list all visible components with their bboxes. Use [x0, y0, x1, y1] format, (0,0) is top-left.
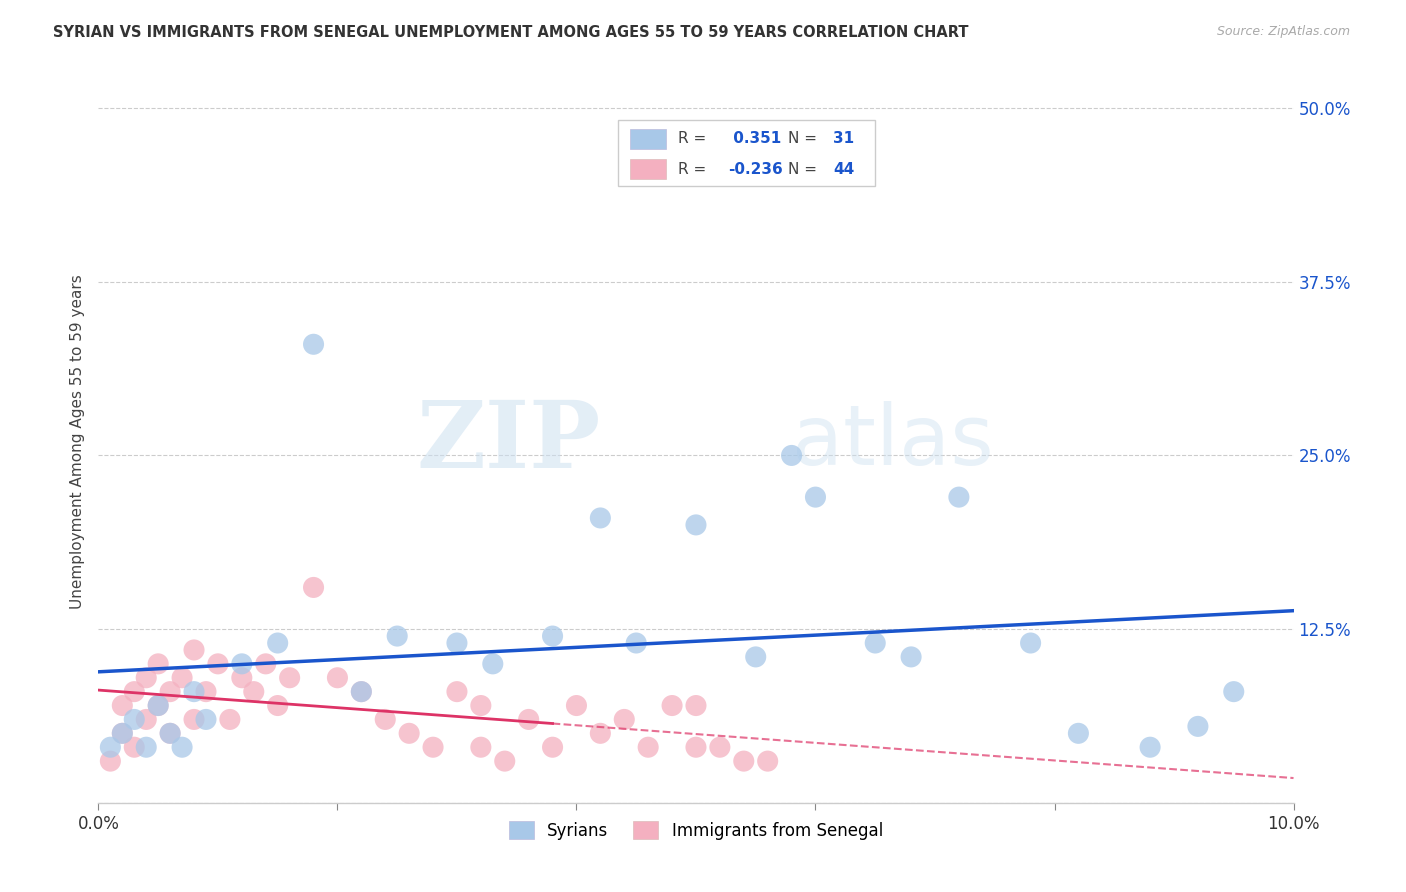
Point: [685, 740, 707, 755]
Point: [148, 657, 170, 671]
Point: [172, 671, 194, 685]
Point: [243, 684, 266, 698]
Point: [780, 449, 803, 463]
Point: [111, 726, 134, 740]
Text: Source: ZipAtlas.com: Source: ZipAtlas.com: [1216, 25, 1350, 38]
Point: [385, 629, 409, 643]
FancyBboxPatch shape: [630, 159, 666, 179]
Text: N =: N =: [787, 131, 823, 146]
Text: atlas: atlas: [792, 401, 993, 482]
Point: [267, 636, 290, 650]
Point: [446, 684, 468, 698]
Point: [183, 684, 205, 698]
Point: [195, 684, 218, 698]
Point: [350, 684, 373, 698]
Point: [302, 581, 325, 595]
Point: [124, 740, 146, 755]
Point: [148, 698, 170, 713]
Y-axis label: Unemployment Among Ages 55 to 59 years: Unemployment Among Ages 55 to 59 years: [69, 274, 84, 609]
Point: [124, 713, 146, 727]
Point: [302, 337, 325, 351]
Point: [278, 671, 301, 685]
Point: [219, 713, 242, 727]
Point: [482, 657, 505, 671]
Point: [98, 754, 122, 768]
Point: [124, 684, 146, 698]
Point: [422, 740, 444, 755]
Point: [135, 671, 157, 685]
FancyBboxPatch shape: [630, 128, 666, 149]
Point: [685, 517, 707, 532]
Point: [183, 713, 205, 727]
Point: [804, 490, 827, 504]
Point: [709, 740, 731, 755]
Text: R =: R =: [678, 161, 711, 177]
Point: [626, 636, 648, 650]
Point: [470, 740, 492, 755]
Point: [231, 657, 253, 671]
Point: [589, 511, 612, 525]
Text: N =: N =: [787, 161, 823, 177]
Point: [470, 698, 492, 713]
Point: [98, 740, 122, 755]
Point: [135, 713, 157, 727]
Text: -0.236: -0.236: [728, 161, 783, 177]
Point: [148, 698, 170, 713]
Point: [1139, 740, 1161, 755]
Legend: Syrians, Immigrants from Senegal: Syrians, Immigrants from Senegal: [502, 814, 890, 847]
Point: [565, 698, 588, 713]
Point: [183, 643, 205, 657]
Text: SYRIAN VS IMMIGRANTS FROM SENEGAL UNEMPLOYMENT AMONG AGES 55 TO 59 YEARS CORRELA: SYRIAN VS IMMIGRANTS FROM SENEGAL UNEMPL…: [53, 25, 969, 40]
Point: [111, 698, 134, 713]
Point: [398, 726, 420, 740]
Point: [159, 726, 181, 740]
Point: [756, 754, 779, 768]
Point: [374, 713, 396, 727]
Point: [172, 740, 194, 755]
Point: [267, 698, 290, 713]
Point: [948, 490, 970, 504]
FancyBboxPatch shape: [619, 120, 876, 186]
Point: [661, 698, 683, 713]
Point: [637, 740, 659, 755]
Text: 44: 44: [834, 161, 855, 177]
Point: [494, 754, 516, 768]
Point: [900, 649, 922, 664]
Point: [195, 713, 218, 727]
Point: [517, 713, 540, 727]
Text: 31: 31: [834, 131, 855, 146]
Point: [733, 754, 755, 768]
Point: [326, 671, 349, 685]
Point: [111, 726, 134, 740]
Point: [1067, 726, 1090, 740]
Point: [613, 713, 636, 727]
Point: [350, 684, 373, 698]
Point: [159, 726, 181, 740]
Point: [865, 636, 887, 650]
Point: [135, 740, 157, 755]
Point: [207, 657, 229, 671]
Point: [1187, 719, 1209, 733]
Text: R =: R =: [678, 131, 711, 146]
Point: [254, 657, 277, 671]
Point: [159, 684, 181, 698]
Point: [589, 726, 612, 740]
Text: 0.351: 0.351: [728, 131, 782, 146]
Point: [541, 629, 564, 643]
Text: ZIP: ZIP: [416, 397, 600, 486]
Point: [745, 649, 768, 664]
Point: [541, 740, 564, 755]
Point: [685, 698, 707, 713]
Point: [231, 671, 253, 685]
Point: [1019, 636, 1042, 650]
Point: [446, 636, 468, 650]
Point: [1223, 684, 1246, 698]
